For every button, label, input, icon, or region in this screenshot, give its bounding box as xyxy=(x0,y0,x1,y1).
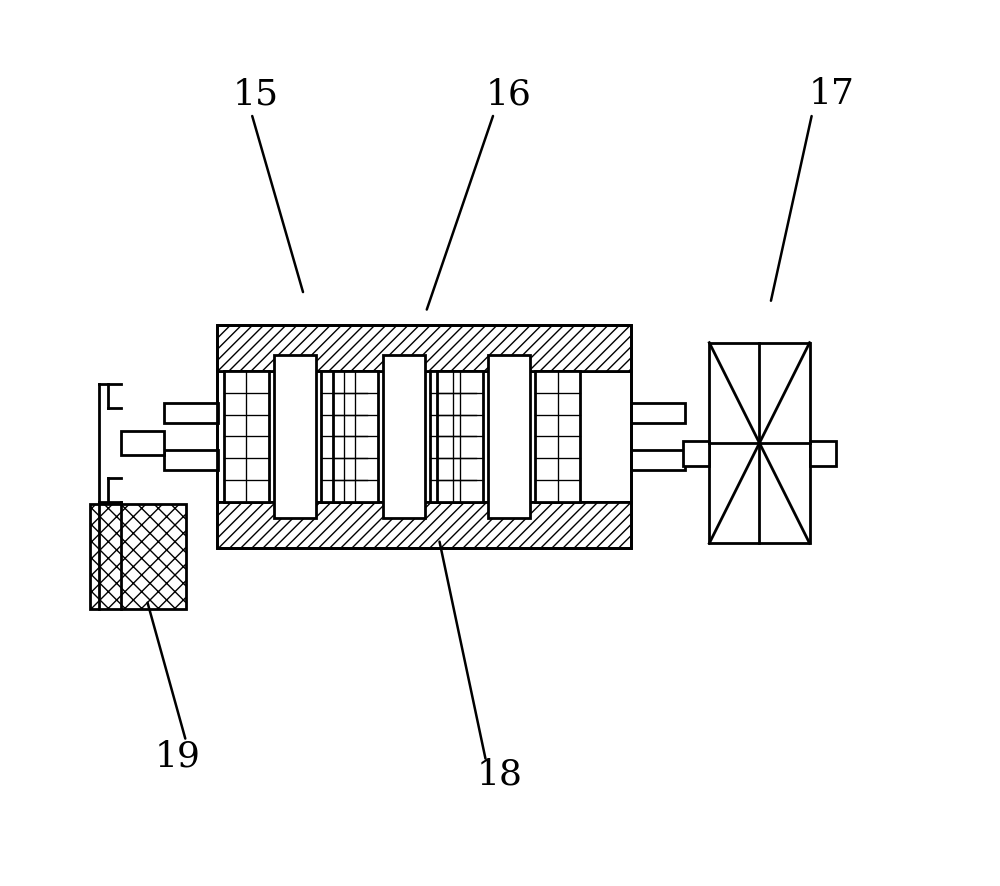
Text: 17: 17 xyxy=(808,77,854,111)
Bar xyxy=(631,403,685,423)
Bar xyxy=(709,343,810,543)
Bar xyxy=(217,325,631,548)
Bar xyxy=(810,441,836,466)
Bar xyxy=(685,443,709,464)
Bar xyxy=(430,370,476,502)
Bar xyxy=(274,355,316,518)
Bar xyxy=(321,370,367,502)
Bar xyxy=(383,355,425,518)
Bar xyxy=(217,370,631,502)
Bar xyxy=(121,431,164,455)
Text: 16: 16 xyxy=(486,77,532,111)
Bar xyxy=(224,370,269,502)
Bar xyxy=(90,504,186,609)
Text: 19: 19 xyxy=(154,740,200,774)
Bar xyxy=(683,441,709,466)
Bar xyxy=(488,355,530,518)
Bar xyxy=(631,450,685,470)
Bar xyxy=(164,403,218,423)
Bar xyxy=(164,450,218,470)
Bar xyxy=(217,325,631,370)
Text: 15: 15 xyxy=(233,77,279,111)
Text: 18: 18 xyxy=(477,758,523,791)
Bar xyxy=(217,502,631,548)
Bar xyxy=(333,370,378,502)
Bar xyxy=(535,370,580,502)
Bar xyxy=(437,370,483,502)
